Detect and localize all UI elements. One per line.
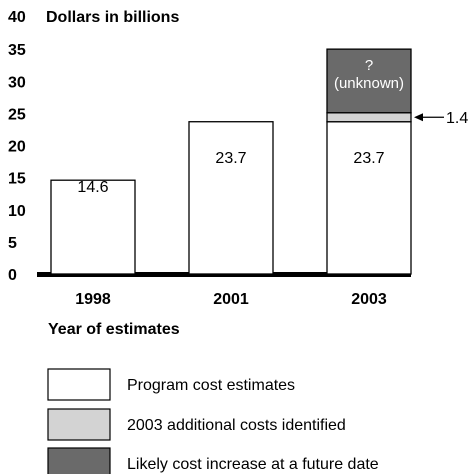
legend-label: 2003 additional costs identified [127, 417, 346, 434]
chart-title: Dollars in billions [46, 9, 179, 26]
legend-swatch [47, 447, 111, 474]
legend-label: Program cost estimates [127, 377, 295, 394]
bar-segment [326, 112, 412, 123]
y-tick-label: 5 [8, 235, 17, 252]
legend-swatch [47, 408, 111, 441]
x-tick-label: 2003 [351, 291, 387, 308]
legend: Program cost estimates 2003 additional co… [47, 368, 379, 474]
data-label: 14.6 [77, 179, 108, 196]
legend-swatch [47, 368, 111, 401]
y-tick-label: 25 [8, 106, 26, 123]
y-tick-label: 20 [8, 139, 26, 156]
legend-label: Likely cost increase at a future date [127, 456, 379, 473]
data-label: 23.7 [215, 150, 246, 167]
data-label: 23.7 [353, 150, 384, 167]
y-tick-label: 15 [8, 171, 26, 188]
bar-segment [326, 121, 412, 275]
y-tick-label: 10 [8, 203, 26, 220]
bar-segment [50, 179, 136, 275]
data-label: 1.4 [446, 110, 468, 127]
y-tick-label: 0 [8, 267, 17, 284]
y-tick-label: 40 [8, 9, 26, 26]
data-label: ? [365, 57, 373, 74]
data-label: (unknown) [334, 75, 404, 92]
x-tick-label: 2001 [213, 291, 249, 308]
data-labels: 14.6 23.7 23.7?(unknown) 1.4 [77, 57, 468, 196]
y-tick-label: 35 [8, 42, 26, 59]
bar-segment [326, 48, 412, 114]
annotation-arrowhead [414, 113, 423, 122]
x-tick-label: 1998 [75, 291, 111, 308]
y-tick-label: 30 [8, 74, 26, 91]
x-axis-title: Year of estimates [48, 321, 180, 338]
bar-segment [188, 121, 274, 275]
bars [50, 48, 412, 275]
